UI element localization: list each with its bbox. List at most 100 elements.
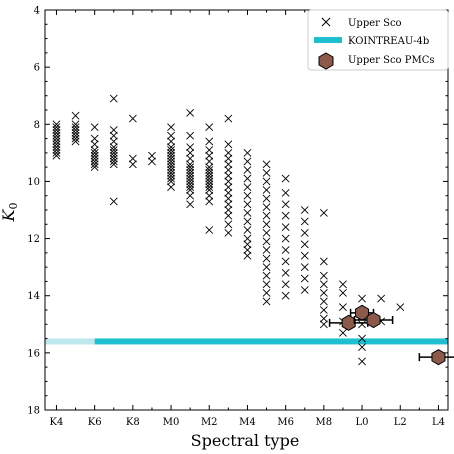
upper-sco-point xyxy=(319,271,328,280)
upper-sco-point xyxy=(281,200,290,209)
upper-sco-point xyxy=(339,303,347,312)
upper-sco-point xyxy=(167,123,175,132)
upper-sco-point xyxy=(243,208,252,217)
legend-entry-kointreau: KOINTREAU-4b xyxy=(314,36,429,47)
upper-sco-point xyxy=(281,280,290,289)
upper-sco-point xyxy=(52,126,61,134)
pmc-point xyxy=(353,311,394,329)
upper-sco-point xyxy=(319,306,328,314)
upper-sco-point xyxy=(224,154,233,163)
upper-sco-point xyxy=(281,257,290,266)
upper-sco-point xyxy=(281,211,290,220)
upper-sco-point xyxy=(243,226,252,234)
legend-entry-pmcs: Upper Sco PMCs xyxy=(318,52,435,70)
legend-hexagon-marker xyxy=(318,52,334,70)
upper-sco-point xyxy=(90,148,99,157)
upper-sco-point xyxy=(377,294,386,303)
pmc-point xyxy=(418,349,454,366)
upper-sco-point xyxy=(109,146,118,154)
upper-sco-point xyxy=(205,186,214,194)
upper-sco-point xyxy=(52,148,61,157)
upper-sco-point xyxy=(224,148,233,157)
upper-sco-point xyxy=(243,240,252,249)
upper-sco-point xyxy=(262,160,271,169)
upper-sco-point xyxy=(224,160,233,169)
upper-sco-point xyxy=(319,314,328,323)
upper-sco-point xyxy=(167,146,175,154)
upper-sco-point xyxy=(90,157,99,166)
upper-sco-point xyxy=(167,137,175,146)
upper-sco-point xyxy=(319,288,328,297)
upper-sco-scatter xyxy=(52,94,405,366)
x-tick-label: M6 xyxy=(277,417,294,428)
upper-sco-point xyxy=(243,157,252,166)
upper-sco-point xyxy=(52,123,61,132)
upper-sco-point xyxy=(186,163,195,172)
upper-sco-point xyxy=(186,166,195,174)
upper-sco-point xyxy=(186,191,195,200)
upper-sco-point xyxy=(71,123,80,132)
upper-sco-point xyxy=(167,157,175,166)
upper-sco-point xyxy=(186,171,195,180)
x-axis-ticks: K4 K6 K8 M0 M2 M4 M6 M8 L0 L2 L4 xyxy=(50,10,445,428)
upper-sco-point xyxy=(167,131,175,140)
upper-sco-point xyxy=(205,168,214,177)
kointreau-band xyxy=(94,338,449,345)
upper-sco-point xyxy=(167,160,175,169)
upper-sco-point xyxy=(52,137,61,146)
upper-sco-point xyxy=(90,123,99,132)
upper-sco-point xyxy=(109,126,118,134)
upper-sco-point xyxy=(148,157,156,166)
upper-sco-point xyxy=(167,174,175,183)
upper-sco-point xyxy=(205,174,214,183)
upper-sco-point xyxy=(243,251,252,260)
upper-sco-point xyxy=(262,297,271,306)
upper-sco-point xyxy=(300,274,309,283)
upper-sco-point xyxy=(205,191,214,200)
upper-sco-point xyxy=(262,271,271,280)
x-tick-label: L4 xyxy=(432,417,445,428)
upper-sco-point xyxy=(109,160,118,169)
upper-sco-point xyxy=(186,174,195,183)
upper-sco-point xyxy=(109,154,118,163)
upper-sco-point xyxy=(205,137,214,146)
upper-sco-point xyxy=(224,194,233,203)
upper-sco-point xyxy=(224,183,233,192)
upper-sco-point xyxy=(243,246,252,254)
upper-sco-point xyxy=(358,320,366,329)
legend: Upper Sco KOINTREAU-4b Upper Sco PMCs xyxy=(307,9,449,71)
upper-sco-point xyxy=(109,148,118,157)
legend-band-marker xyxy=(314,37,342,43)
upper-sco-point xyxy=(319,257,328,266)
x-axis-title: Spectral type xyxy=(191,431,300,450)
upper-sco-point xyxy=(90,146,99,154)
legend-x-marker xyxy=(321,17,331,27)
plot-frame xyxy=(44,9,449,411)
upper-sco-point xyxy=(243,217,252,226)
upper-sco-point xyxy=(205,151,214,160)
upper-sco-point xyxy=(319,280,328,289)
upper-sco-point xyxy=(186,180,195,189)
upper-sco-point xyxy=(205,123,214,132)
upper-sco-point xyxy=(128,154,137,163)
upper-sco-point xyxy=(243,234,252,243)
upper-sco-point xyxy=(128,114,137,123)
upper-sco-point xyxy=(167,177,175,186)
upper-sco-point xyxy=(186,148,195,157)
upper-sco-point xyxy=(90,154,99,163)
upper-sco-point xyxy=(262,177,271,186)
upper-sco-point xyxy=(109,157,118,166)
upper-sco-point xyxy=(109,131,118,140)
x-tick-label: M2 xyxy=(201,417,218,428)
upper-sco-point xyxy=(128,160,137,169)
upper-sco-point xyxy=(205,146,214,154)
upper-sco-point xyxy=(281,234,290,243)
upper-sco-point xyxy=(52,134,61,143)
upper-sco-point xyxy=(224,211,233,220)
upper-sco-point xyxy=(300,217,309,226)
upper-sco-point xyxy=(224,206,233,214)
upper-sco-point xyxy=(71,126,80,134)
upper-sco-point xyxy=(52,146,61,154)
upper-sco-point xyxy=(186,160,195,169)
